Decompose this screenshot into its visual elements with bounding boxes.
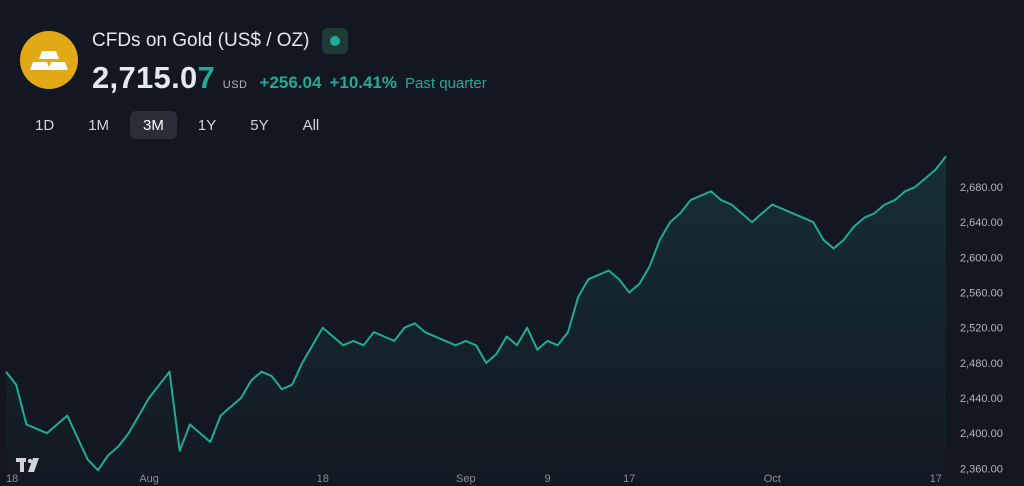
change-period: Past quarter (405, 75, 487, 92)
y-tick-label: 2,480.00 (960, 358, 1003, 370)
change-absolute: +256.04 (259, 73, 322, 92)
price-area-fill (6, 156, 946, 486)
range-5y-button[interactable]: 5Y (250, 116, 269, 134)
y-tick-label: 2,560.00 (960, 287, 1003, 299)
last-price-tick-digit: 7 (197, 60, 215, 95)
range-1d-button[interactable]: 1D (35, 116, 55, 134)
x-tick-label: 18 (317, 473, 329, 485)
tradingview-logo-icon[interactable] (14, 455, 44, 480)
y-tick-label: 2,400.00 (960, 428, 1003, 440)
y-tick-label: 2,640.00 (960, 217, 1003, 229)
market-status-badge[interactable] (321, 28, 348, 54)
y-tick-label: 2,520.00 (960, 323, 1003, 335)
x-tick-label: 17 (623, 473, 635, 485)
range-1m-button[interactable]: 1M (88, 116, 110, 134)
x-tick-label: 9 (544, 473, 550, 485)
y-tick-label: 2,680.00 (960, 182, 1003, 194)
range-1y-button[interactable]: 1Y (197, 116, 217, 134)
market-open-dot-icon (329, 36, 340, 46)
y-tick-label: 2,600.00 (960, 252, 1003, 264)
x-tick-label: Sep (456, 473, 476, 485)
change-percent: +10.41% (329, 73, 398, 92)
currency-label: USD (222, 79, 248, 91)
x-tick-label: Oct (764, 473, 781, 485)
x-tick-label: 18 (6, 473, 18, 485)
range-all-button[interactable]: All (302, 116, 320, 134)
price-series-line (5, 155, 947, 472)
range-3m-button[interactable]: 3M (130, 111, 177, 139)
range-selector: 1D 1M 3M 1Y 5Y All (22, 111, 340, 139)
gold-bars-icon (20, 31, 78, 89)
y-tick-label: 2,440.00 (960, 393, 1003, 405)
price-row: 2,715.0 7 USD +256.04 +10.41% Past quarte… (92, 60, 487, 96)
last-price: 2,715.0 (92, 60, 198, 95)
x-tick-label: 17 (930, 473, 942, 485)
instrument-header: CFDs on Gold (US$ / OZ) 2,715.0 7 USD +25… (20, 27, 620, 95)
instrument-title: CFDs on Gold (US$ / OZ) (92, 30, 310, 51)
y-tick-label: 2,360.00 (960, 463, 1003, 475)
x-tick-label: Aug (139, 473, 159, 485)
